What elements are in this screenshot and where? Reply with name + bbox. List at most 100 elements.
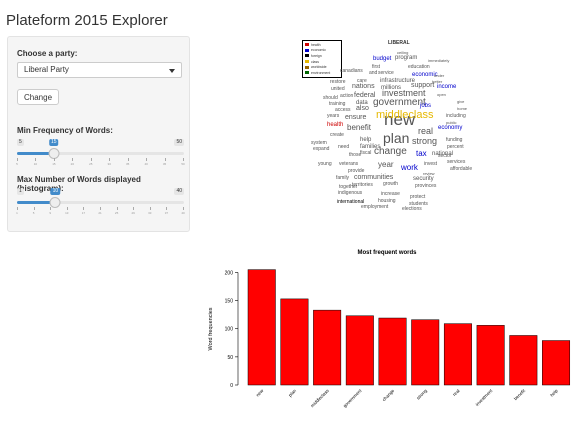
wordcloud-word: percent [447,144,464,150]
y-tick-label: 150 [225,299,234,305]
wordcloud-word: need [338,144,350,150]
wordcloud-word: better [432,79,443,84]
wordcloud-word: ceiling [397,50,409,55]
wordcloud-word: strong [412,136,438,146]
legend-label: foreign [311,53,322,58]
slider-max-label: 50 [174,139,184,146]
slider-min-label: 1 [17,188,24,195]
legend-item: economic [305,48,339,54]
wordcloud-word: work [401,163,418,172]
wordcloud-word: and [369,70,378,76]
legend-swatch [305,71,309,75]
wordcloud-word: funding [446,137,463,143]
x-tick-label: change [381,388,395,402]
wordcloud-word: families [360,144,381,150]
x-tick-label: middleclass [310,388,331,409]
wordcloud-word: support [411,82,435,89]
y-tick-label: 0 [230,383,233,389]
slider-tick [183,207,184,210]
slider-fill [17,201,56,204]
slider-tick-label: 37 [164,211,169,215]
wordcloud-word: system [311,140,327,146]
wordcloud-word: under [434,73,445,78]
slider-fill [17,152,54,155]
slider-tick [149,207,151,210]
x-tick-label: benefit [513,388,527,402]
wordcloud-word: also [356,105,369,112]
min-frequency-slider[interactable]: 5 50 15 5 10 15 20 25 30 35 40 45 50 [16,139,185,173]
wordcloud-word: ensure [345,114,367,121]
slider-tick [33,207,35,210]
wordcloud-word: benefit [347,123,372,132]
wordcloud-word: including [446,113,466,119]
app-title: Plateform 2015 Explorer [6,12,168,29]
wordcloud-word: open [437,92,446,97]
slider-tick-label: 9 [49,211,52,215]
wordcloud-word: immediately [428,58,450,63]
wordcloud-legend: health economic foreign class worldwide envir… [302,40,342,78]
slider-value-label: 15 [48,139,59,146]
slider-tick [127,158,129,161]
bar [345,315,374,386]
slider-tick-label: 21 [98,211,102,215]
wordcloud-word: provinces [415,183,437,189]
wordcloud-word: elections [402,206,422,212]
wordcloud-word: family [336,175,350,181]
wordcloud-word: care [357,78,367,84]
wordcloud-word: employment [361,204,389,210]
slider-tick-label: 25 [114,211,119,215]
wordcloud-word: income [437,84,457,90]
slider-tick-label: 15 [52,162,56,166]
wordcloud-word: review [423,171,435,176]
party-label: Choose a party: [17,49,78,58]
wordcloud-word: change [374,146,407,157]
legend-item: worldwide [305,64,339,70]
wordcloud-word: home [457,106,468,111]
bar [509,335,538,386]
legend-label: economic [311,48,326,53]
legend-swatch [305,60,309,64]
wordcloud-word: jobs [420,103,432,109]
wordcloud-word: restore [330,79,346,85]
party-select[interactable]: Liberal Party [17,62,182,78]
slider-tick-label: 25 [89,162,93,166]
slider-min-label: 5 [17,139,24,146]
slider-track[interactable] [17,152,184,155]
slider-handle[interactable] [49,197,61,208]
wordcloud-word: program [395,55,418,61]
wordcloud-word: federal [354,92,376,99]
slider-tick [146,158,148,161]
slider-tick-label: 1 [16,211,18,215]
wordcloud-word: government [373,97,426,108]
slider-tick-label: 29 [131,211,135,215]
x-tick-label: strong [416,388,429,401]
legend-label: environment [311,70,331,75]
max-words-slider[interactable]: 1 40 10 1 5 9 13 17 21 25 29 33 37 40 [16,188,185,222]
slider-tick-label: 35 [125,162,130,166]
legend-label: worldwide [311,65,327,70]
wordcloud-word: tax [416,149,427,158]
wordcloud-word: create [330,132,344,138]
slider-handle[interactable] [48,148,60,159]
wordcloud-word: invest [424,161,438,167]
wordcloud-word: health [327,122,344,128]
wordcloud-word: those [349,152,362,158]
sidebar-panel: Choose a party: Liberal Party Change Min… [7,36,190,232]
slider-tick-label: 45 [162,162,167,166]
change-button[interactable]: Change [17,89,60,105]
slider-value-label: 10 [50,188,61,195]
x-tick-label: government [342,388,363,409]
wordcloud-word: help [360,137,372,143]
frequency-histogram: Most frequent words Word frequencies 0 50… [208,250,571,409]
wordcloud-word: territories [352,182,373,188]
slider-tick-label: 50 [181,162,185,166]
slider-tick [35,158,37,161]
legend-swatch [305,54,309,58]
wordcloud-word: affordable [450,166,473,172]
legend-swatch [305,65,309,69]
wordcloud-word: should [323,95,338,101]
slider-tick [100,207,101,210]
wordcloud-word: investment [382,88,426,98]
wordcloud-word: give [457,99,465,104]
slider-track[interactable] [17,201,184,204]
